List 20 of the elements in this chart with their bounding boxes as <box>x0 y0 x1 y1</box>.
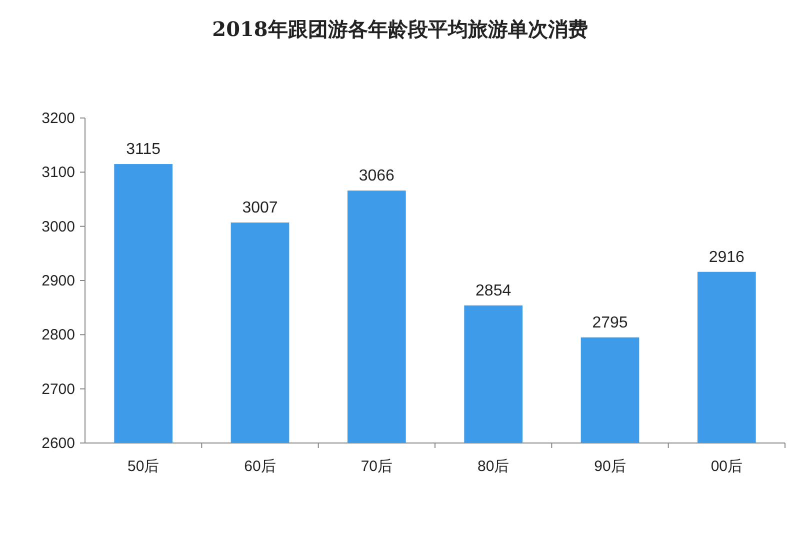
x-tick-label: 70后 <box>360 458 393 475</box>
y-tick-label: 2600 <box>42 435 75 452</box>
x-tick-label: 60后 <box>244 458 276 475</box>
data-label: 3115 <box>126 141 161 158</box>
data-label: 2795 <box>592 314 628 332</box>
data-label: 2916 <box>708 248 745 266</box>
x-tick-label: 00后 <box>710 458 743 475</box>
x-tick-label: 50后 <box>127 458 160 475</box>
data-label: 3007 <box>242 200 278 217</box>
y-tick-label: 2700 <box>42 380 75 398</box>
x-tick-label: 90后 <box>594 458 626 475</box>
y-tick-label: 3200 <box>42 110 75 127</box>
y-tick-label: 3000 <box>42 218 75 236</box>
y-tick-label: 2800 <box>42 326 75 344</box>
data-label: 2854 <box>476 282 512 300</box>
chart-title: 2018年跟团游各年龄段平均旅游单次消费 <box>212 17 588 41</box>
y-tick-label: 2900 <box>42 272 75 290</box>
x-tick-label: 80后 <box>477 458 510 475</box>
data-label: 3066 <box>358 168 395 185</box>
y-tick-label: 3100 <box>42 164 75 182</box>
